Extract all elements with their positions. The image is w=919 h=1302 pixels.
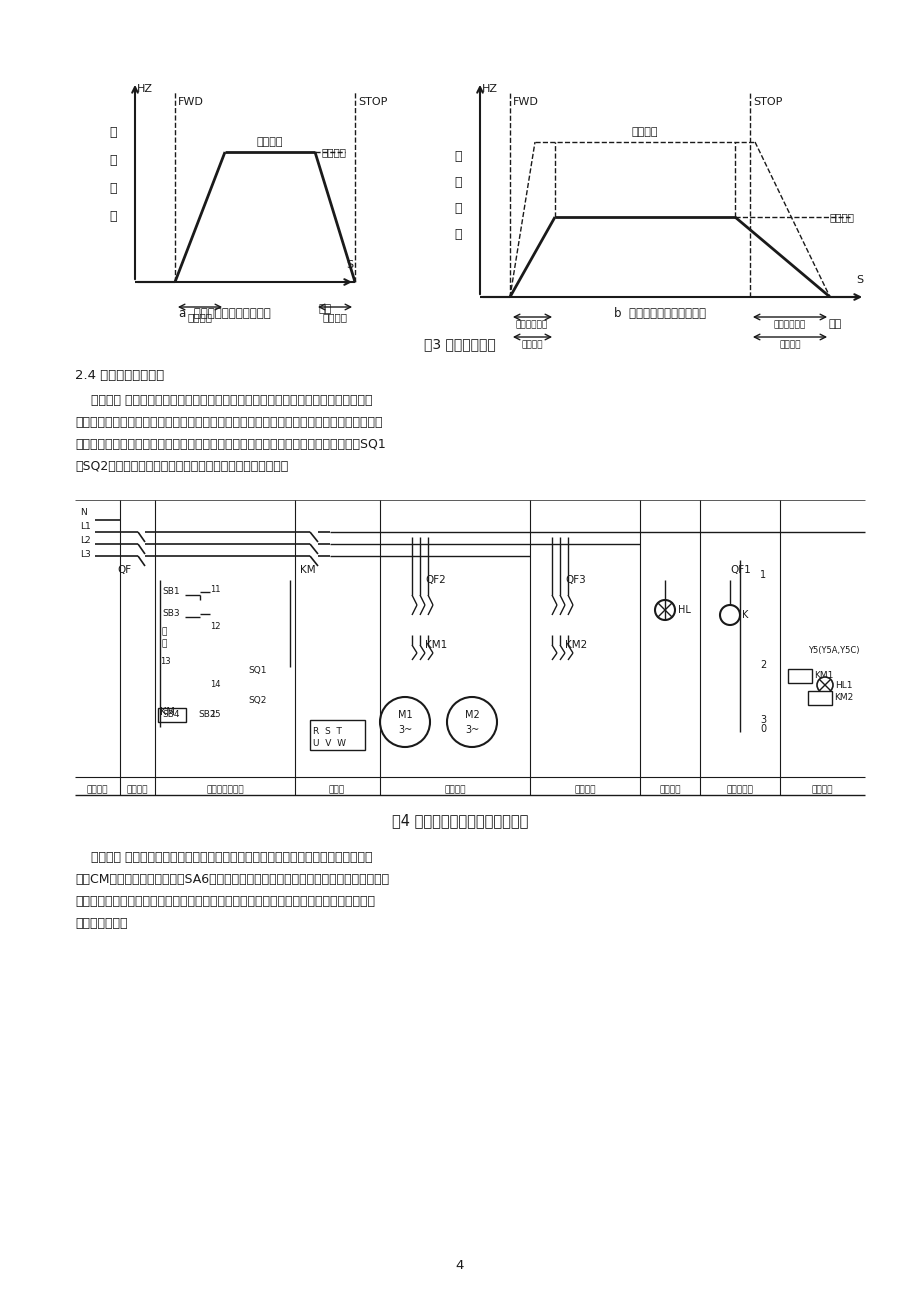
Text: Y5(Y5A,Y5C): Y5(Y5A,Y5C) — [807, 646, 858, 655]
Text: 加速动作时间: 加速动作时间 — [516, 320, 548, 329]
Text: KM1: KM1 — [813, 671, 833, 680]
Text: HZ: HZ — [482, 85, 497, 94]
Text: 输: 输 — [454, 151, 461, 164]
Text: 1: 1 — [759, 570, 766, 579]
Text: KM2: KM2 — [564, 641, 586, 650]
Text: KM: KM — [300, 565, 315, 575]
Text: STOP: STOP — [752, 98, 781, 107]
Text: 2.4 两台车的联合控制: 2.4 两台车的联合控制 — [75, 368, 165, 381]
Text: 加速时间: 加速时间 — [521, 340, 542, 349]
Text: 作时也能突显。: 作时也能突显。 — [75, 917, 128, 930]
Text: HL: HL — [677, 605, 690, 615]
Text: HL1: HL1 — [834, 681, 852, 690]
Text: QF1: QF1 — [729, 565, 750, 575]
Text: S: S — [855, 275, 862, 285]
Text: 13: 13 — [160, 658, 170, 667]
Text: N: N — [80, 508, 86, 517]
Text: 制动控制: 制动控制 — [811, 785, 832, 794]
Text: 空气开关: 空气开关 — [126, 785, 148, 794]
Text: 14: 14 — [210, 680, 220, 689]
Text: 总电源控制电路: 总电源控制电路 — [206, 785, 244, 794]
Text: 程: 程 — [162, 639, 167, 648]
Text: 加速时间: 加速时间 — [187, 312, 212, 322]
Text: KM: KM — [160, 707, 175, 717]
Text: FWD: FWD — [513, 98, 539, 107]
Text: 2: 2 — [759, 660, 766, 671]
Text: K: K — [742, 611, 747, 620]
Text: L3: L3 — [80, 549, 91, 559]
Text: b  设定频率小于最高频率时: b 设定频率小于最高频率时 — [613, 307, 705, 320]
Text: SB2: SB2 — [198, 710, 215, 719]
Text: 3~: 3~ — [397, 725, 412, 736]
Text: SB3: SB3 — [162, 609, 179, 618]
Bar — [788, 669, 811, 684]
Text: 最高频率: 最高频率 — [631, 128, 657, 137]
Text: SQ2: SQ2 — [248, 695, 267, 704]
Text: 频: 频 — [109, 181, 117, 194]
Text: a  设定频率等于最高频率时: a 设定频率等于最高频率时 — [179, 307, 270, 320]
Text: SQ1: SQ1 — [248, 665, 267, 674]
Text: 0: 0 — [759, 724, 766, 734]
Text: SB4: SB4 — [162, 710, 179, 719]
Bar — [807, 691, 831, 704]
Text: 减速动作时间: 减速动作时间 — [773, 320, 805, 329]
Text: M2: M2 — [464, 710, 479, 720]
Text: QF: QF — [117, 565, 131, 575]
Text: 驱动电机: 驱动电机 — [444, 785, 465, 794]
Text: HZ: HZ — [137, 85, 153, 94]
Text: S: S — [346, 260, 353, 270]
Text: 总电源灯: 总电源灯 — [659, 785, 680, 794]
Text: 强电方面 在任何一台车上均要能启动和切断电源。所以，在其中一台车上附了一总电: 强电方面 在任何一台车上均要能启动和切断电源。所以，在其中一台车上附了一总电 — [75, 395, 372, 408]
Text: 主电源: 主电源 — [329, 785, 345, 794]
Text: L2: L2 — [80, 536, 91, 546]
Text: 与SQ2，以防止操作人员大意将车掉入桥下和两车相撞事故。: 与SQ2，以防止操作人员大意将车掉入桥下和两车相撞事故。 — [75, 460, 288, 473]
Text: 11: 11 — [210, 585, 220, 594]
Text: 电源引入: 电源引入 — [86, 785, 108, 794]
Text: 频: 频 — [454, 203, 461, 216]
Text: 3: 3 — [759, 715, 766, 725]
Text: 率: 率 — [109, 210, 117, 223]
Text: 4: 4 — [455, 1259, 464, 1272]
Text: 减速时间: 减速时间 — [778, 340, 800, 349]
Text: KM2: KM2 — [834, 693, 852, 702]
Bar — [75, 500, 864, 796]
Text: FWD: FWD — [177, 98, 204, 107]
Text: 电磁制动: 电磁制动 — [573, 785, 596, 794]
Text: QF3: QF3 — [564, 575, 585, 585]
Text: 梁时，此功能的设置显得非常有用，不用跑来跑去关另一台车的电源。另外，在单机对位操: 梁时，此功能的设置显得非常有用，不用跑来跑去关另一台车的电源。另外，在单机对位操 — [75, 894, 375, 907]
Text: 只有在故障消除后，手动复位才能合上电源，同时给台车的后方向和两台车之间加限位SQ1: 只有在故障消除后，手动复位才能合上电源，同时给台车的后方向和两台车之间加限位SQ… — [75, 437, 385, 450]
Text: 3~: 3~ — [464, 725, 479, 736]
Text: SB1: SB1 — [162, 587, 179, 596]
Text: L1: L1 — [80, 522, 91, 531]
Text: 输: 输 — [109, 125, 117, 138]
Text: 时间: 时间 — [318, 303, 331, 314]
Text: 时间: 时间 — [827, 319, 841, 329]
Text: 设定频率: 设定频率 — [322, 147, 346, 158]
Text: 最高频率: 最高频率 — [256, 137, 283, 147]
Text: 设定频率: 设定频率 — [829, 212, 854, 223]
Text: 共线CM加一远、近程切换按钮SA6，以实现单车、双车运行，在与架桥机，龙门吊配合运: 共线CM加一远、近程切换按钮SA6，以实现单车、双车运行，在与架桥机，龙门吊配合… — [75, 874, 389, 885]
Text: 图3 加减速示意图: 图3 加减速示意图 — [424, 337, 495, 352]
Text: 率: 率 — [454, 228, 461, 241]
Text: 出: 出 — [109, 154, 117, 167]
Text: R  S  T: R S T — [312, 727, 342, 736]
Text: 源电路，同时此电路也是在紧急情况下的紧急停车电路，急停按钮用非自动复位蘑菇头按钮。: 源电路，同时此电路也是在紧急情况下的紧急停车电路，急停按钮用非自动复位蘑菇头按钮… — [75, 417, 382, 428]
Text: U  V  W: U V W — [312, 740, 346, 749]
Text: 变频器电源: 变频器电源 — [726, 785, 753, 794]
Bar — [310, 720, 365, 750]
Text: 15: 15 — [210, 710, 220, 719]
Text: 12: 12 — [210, 622, 220, 631]
Bar — [158, 708, 186, 723]
Text: STOP: STOP — [357, 98, 387, 107]
Text: M1: M1 — [397, 710, 412, 720]
Text: 弱电方面 也要做到在任一台车上均能单独、联合控制两台车的运行。就给变频器的公: 弱电方面 也要做到在任一台车上均能单独、联合控制两台车的运行。就给变频器的公 — [75, 852, 372, 865]
Text: 远: 远 — [162, 628, 167, 635]
Text: QF2: QF2 — [425, 575, 446, 585]
Text: 出: 出 — [454, 177, 461, 190]
Text: KM1: KM1 — [425, 641, 447, 650]
Text: 减速时间: 减速时间 — [323, 312, 347, 322]
Text: 图4 运梁台车电路图（强电部分）: 图4 运梁台车电路图（强电部分） — [391, 812, 528, 828]
